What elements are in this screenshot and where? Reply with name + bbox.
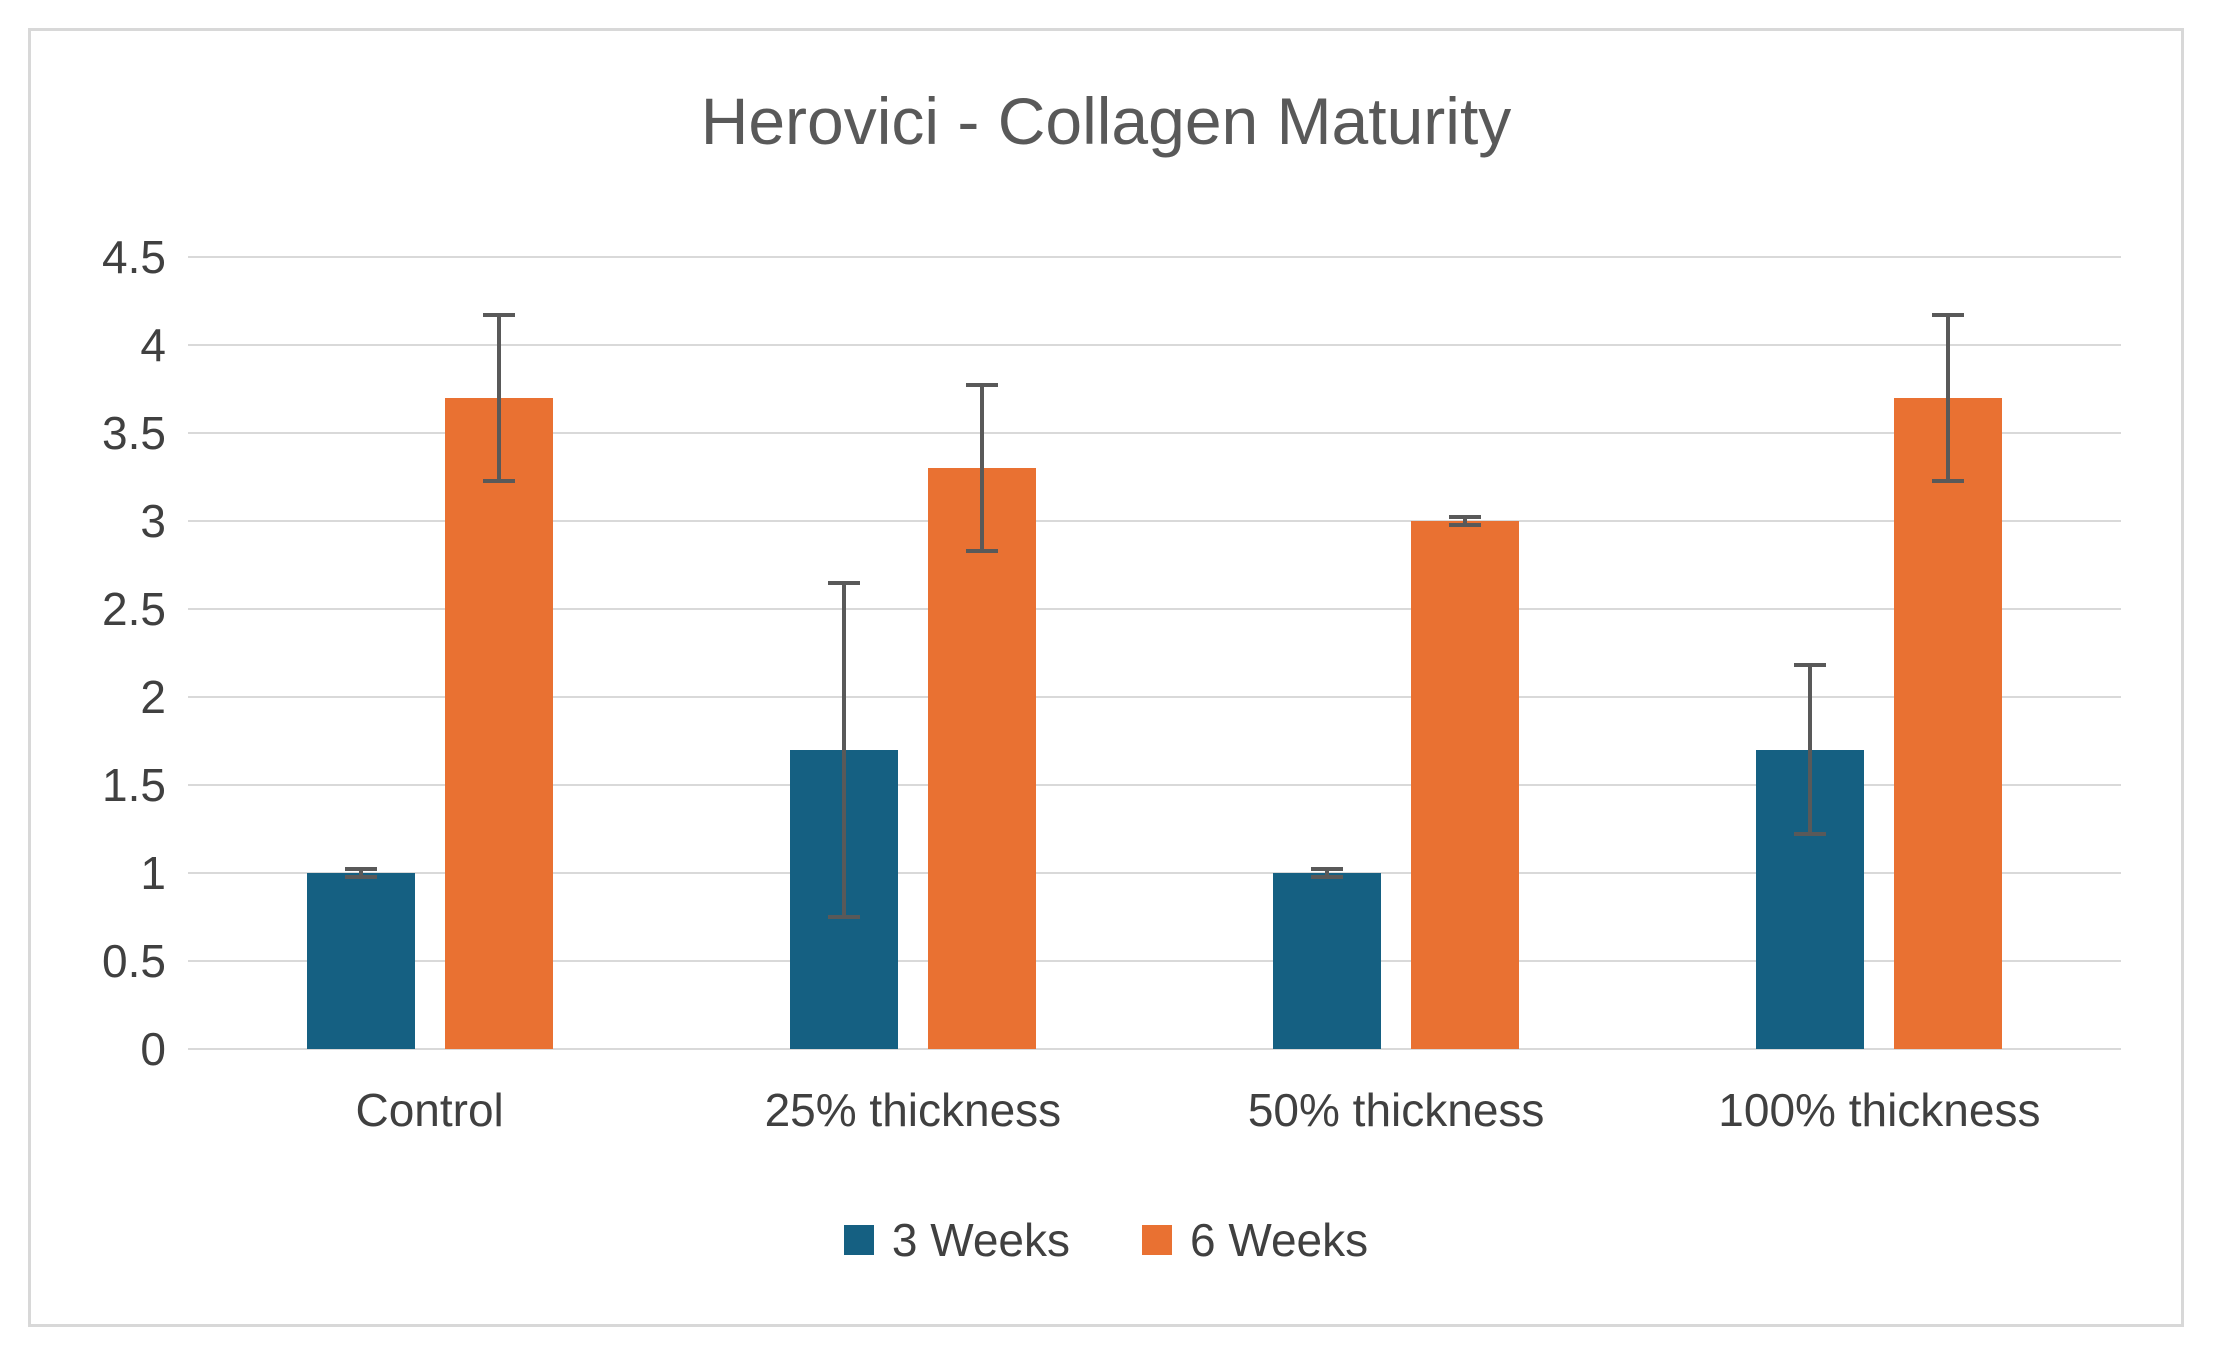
legend-item: 3 Weeks [843,1214,1070,1266]
y-gridline [188,696,2121,698]
chart-legend: 3 Weeks 6 Weeks [31,1217,2181,1263]
y-gridline [188,256,2121,258]
error-bar-line [1463,517,1468,525]
y-gridline [188,432,2121,434]
category-label: 50% thickness [1247,1084,1545,1136]
error-bar-cap-top [1449,515,1482,520]
error-bar-line [1946,315,1951,481]
error-bar-line [1325,869,1330,877]
y-tick-label: 1 [140,847,166,899]
error-bar-cap-top [1932,313,1965,318]
error-bar-cap-top [1794,663,1827,668]
y-tick-label: 2.5 [102,583,166,635]
y-tick-label: 0 [140,1023,166,1075]
y-gridline [188,960,2121,962]
y-gridline [188,872,2121,874]
legend-label: 6 Weeks [1190,1214,1369,1266]
category-label: 25% thickness [764,1084,1062,1136]
error-bar-cap-bottom [1932,478,1965,483]
bar-3-weeks [1273,873,1382,1049]
error-bar-cap-top [827,580,860,585]
y-gridline [188,344,2121,346]
chart-title: Herovici - Collagen Maturity [700,84,1512,158]
error-bar-cap-top [344,867,377,872]
legend-label: 3 Weeks [891,1214,1070,1266]
error-bar-line [841,582,846,917]
bar-6-weeks [1411,521,1520,1049]
error-bar-line [1808,665,1813,835]
legend-swatch-3-weeks [843,1225,874,1255]
error-bar-cap-bottom [1794,832,1827,837]
bar-6-weeks [444,397,553,1049]
y-gridline [188,784,2121,786]
error-bar-line [496,315,501,481]
y-tick-label: 0.5 [102,935,166,987]
error-bar-line [358,869,363,877]
y-tick-label: 1.5 [102,759,166,811]
y-tick-label: 4 [140,319,166,371]
y-gridline [188,608,2121,610]
y-tick-label: 2 [140,671,166,723]
chart-frame: Herovici - Collagen Maturity 0 0.5 1 1.5 2 2.… [28,28,2184,1327]
bar-6-weeks [1894,397,2003,1049]
y-gridline [188,520,2121,522]
plot-area: 0 0.5 1 1.5 2 2.5 3 3.5 4 4.5 Control 25% thickness… [102,234,2121,1136]
error-bar-cap-bottom [482,478,515,483]
error-bar-line [979,385,984,551]
error-bar-cap-bottom [965,548,998,553]
category-label: Control [355,1084,504,1136]
error-bar-cap-bottom [344,874,377,879]
error-bar-cap-top [482,313,515,318]
bar-3-weeks [306,873,415,1049]
error-bar-cap-top [965,383,998,388]
error-bar-cap-top [1311,867,1344,872]
error-bar-cap-bottom [1311,874,1344,879]
bar-6-weeks [927,468,1036,1049]
y-tick-label: 3 [140,495,166,547]
y-tick-label: 3.5 [102,407,166,459]
category-label: 100% thickness [1718,1084,2041,1136]
legend-swatch-6-weeks [1142,1225,1172,1255]
y-tick-label: 4.5 [102,231,166,283]
legend-item: 6 Weeks [1142,1217,1368,1263]
y-gridline [188,1048,2121,1050]
error-bar-cap-bottom [1449,522,1482,527]
error-bar-cap-bottom [827,915,860,919]
